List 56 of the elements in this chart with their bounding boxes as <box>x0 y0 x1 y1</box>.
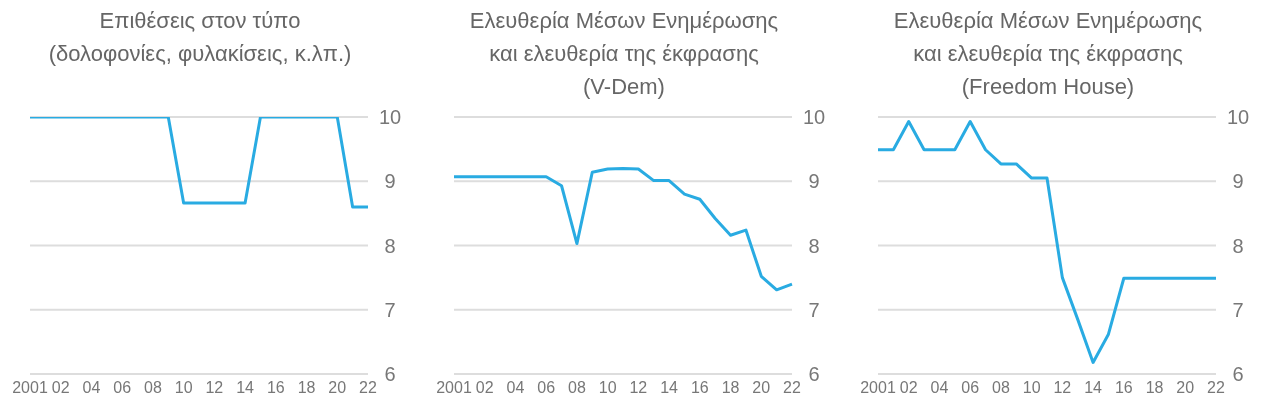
x-tick-label: 06 <box>961 379 980 397</box>
y-tick-label: 6 <box>384 363 396 386</box>
x-tick-label: 18 <box>297 379 316 397</box>
x-tick-label: 02 <box>51 379 70 397</box>
x-tick-label: 10 <box>598 379 617 397</box>
x-tick-label: 04 <box>82 379 101 397</box>
x-tick-label: 20 <box>328 379 347 397</box>
x-tick-label: 06 <box>113 379 132 397</box>
x-tick-label: 22 <box>359 379 377 397</box>
x-tick-label: 16 <box>690 379 709 397</box>
y-tick-label: 7 <box>808 298 820 321</box>
x-tick-label: 14 <box>236 379 255 397</box>
x-tick-label: 08 <box>568 379 586 397</box>
chart-title: Ελευθερία Μέσων Ενημέρωσης και ελευθερία της έκφρασης (Freedom House) <box>892 7 1204 101</box>
x-tick-label: 04 <box>930 379 949 397</box>
y-tick-label: 6 <box>1232 363 1244 386</box>
line-series <box>876 120 1218 364</box>
y-tick-label: 9 <box>808 170 820 193</box>
x-tick-label: 02 <box>475 379 494 397</box>
x-tick-label: 18 <box>721 379 740 397</box>
x-tick-label: 10 <box>174 379 193 397</box>
y-tick-label: 8 <box>1232 234 1244 257</box>
chart-title: Ελευθερία Μέσων Ενημέρωσης και ελευθερία της έκφρασης (V-Dem) <box>468 7 780 101</box>
line-series <box>452 166 794 292</box>
x-tick-label: 08 <box>144 379 162 397</box>
y-tick-label: 10 <box>1226 106 1250 129</box>
x-tick-label: 20 <box>752 379 771 397</box>
y-tick-label: 7 <box>384 298 396 321</box>
x-tick-label: 06 <box>537 379 556 397</box>
x-tick-label: 2001 <box>12 379 48 397</box>
x-tick-label: 10 <box>1022 379 1041 397</box>
x-tick-label: 18 <box>1145 379 1164 397</box>
y-tick-label: 8 <box>808 234 820 257</box>
y-tick-label: 8 <box>384 234 396 257</box>
y-tick-label: 9 <box>384 170 396 193</box>
x-tick-label: 2001 <box>436 379 472 397</box>
x-tick-label: 08 <box>992 379 1010 397</box>
x-tick-label: 02 <box>899 379 918 397</box>
y-tick-label: 10 <box>802 106 826 129</box>
x-tick-label: 2001 <box>860 379 896 397</box>
x-tick-label: 12 <box>1053 379 1072 397</box>
x-tick-label: 04 <box>506 379 525 397</box>
x-tick-label: 14 <box>1084 379 1103 397</box>
y-tick-label: 9 <box>1232 170 1244 193</box>
x-tick-label: 16 <box>266 379 285 397</box>
x-tick-label: 22 <box>1207 379 1225 397</box>
x-tick-label: 22 <box>783 379 801 397</box>
x-tick-label: 16 <box>1114 379 1133 397</box>
y-tick-label: 6 <box>808 363 820 386</box>
x-tick-label: 12 <box>629 379 648 397</box>
x-tick-label: 12 <box>205 379 224 397</box>
y-tick-label: 10 <box>378 106 402 129</box>
x-tick-label: 14 <box>660 379 679 397</box>
y-tick-label: 7 <box>1232 298 1244 321</box>
x-tick-label: 20 <box>1176 379 1195 397</box>
chart-title: Επιθέσεις στον τύπο (δολοφονίες, φυλακίσεις, κ.λπ.) <box>47 7 353 68</box>
